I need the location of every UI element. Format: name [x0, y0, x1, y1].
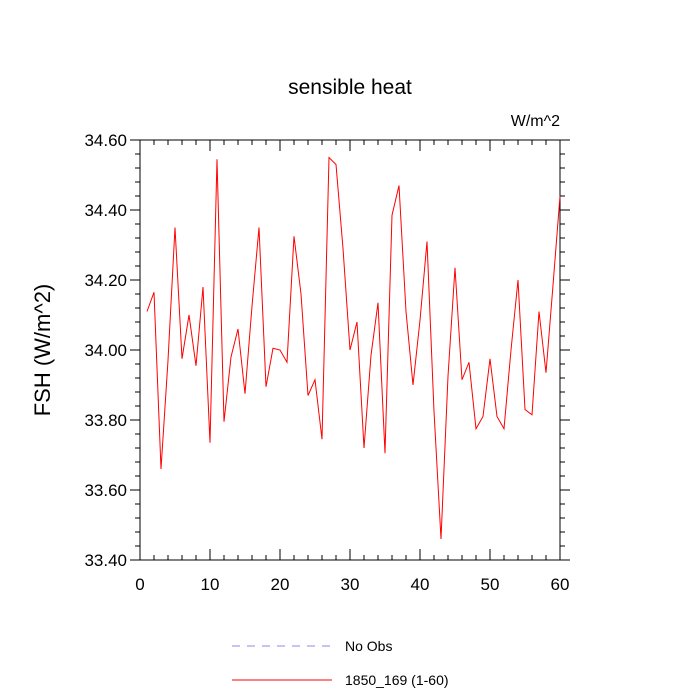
legend-label-1: 1850_169 (1-60) — [345, 672, 449, 688]
x-tick-label: 0 — [135, 575, 144, 594]
x-tick-label: 40 — [411, 575, 430, 594]
y-tick-labels: 33.40 33.60 33.80 34.00 34.20 34.40 34.60 — [84, 131, 127, 570]
y-tick-label: 34.40 — [84, 201, 127, 220]
legend: No Obs 1850_169 (1-60) — [232, 638, 449, 688]
x-tick-labels: 0 10 20 30 40 50 60 — [135, 575, 569, 594]
units-label: W/m^2 — [511, 113, 560, 130]
chart-title: sensible heat — [288, 76, 412, 99]
y-tick-label: 33.80 — [84, 411, 127, 430]
y-tick-label: 34.60 — [84, 131, 127, 150]
legend-label-0: No Obs — [345, 638, 392, 654]
y-tick-label: 34.00 — [84, 341, 127, 360]
x-tick-label: 10 — [201, 575, 220, 594]
x-tick-label: 50 — [481, 575, 500, 594]
x-tick-label: 30 — [341, 575, 360, 594]
x-tick-label: 60 — [551, 575, 570, 594]
series-lines — [146, 156, 561, 540]
y-axis-label: FSH (W/m^2) — [30, 284, 55, 417]
y-tick-label: 34.20 — [84, 271, 127, 290]
series-line-1 — [146, 156, 561, 540]
axis-ticks — [130, 139, 570, 561]
y-tick-label: 33.60 — [84, 481, 127, 500]
y-tick-label: 33.40 — [84, 551, 127, 570]
x-tick-label: 20 — [271, 575, 290, 594]
